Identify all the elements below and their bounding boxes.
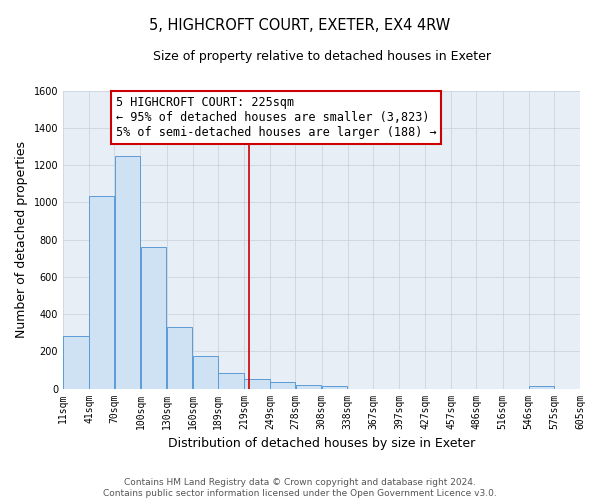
Bar: [193, 356, 218, 388]
Bar: [167, 327, 193, 388]
Bar: [141, 247, 166, 388]
X-axis label: Distribution of detached houses by size in Exeter: Distribution of detached houses by size …: [168, 437, 475, 450]
Bar: [63, 336, 89, 388]
Title: Size of property relative to detached houses in Exeter: Size of property relative to detached ho…: [152, 50, 491, 63]
Text: 5 HIGHCROFT COURT: 225sqm
← 95% of detached houses are smaller (3,823)
5% of sem: 5 HIGHCROFT COURT: 225sqm ← 95% of detac…: [116, 96, 437, 139]
Bar: [115, 156, 140, 388]
Bar: [244, 379, 270, 388]
Bar: [322, 386, 347, 388]
Bar: [271, 382, 295, 388]
Bar: [529, 386, 554, 388]
Y-axis label: Number of detached properties: Number of detached properties: [15, 141, 28, 338]
Text: Contains HM Land Registry data © Crown copyright and database right 2024.
Contai: Contains HM Land Registry data © Crown c…: [103, 478, 497, 498]
Text: 5, HIGHCROFT COURT, EXETER, EX4 4RW: 5, HIGHCROFT COURT, EXETER, EX4 4RW: [149, 18, 451, 32]
Bar: [89, 196, 114, 388]
Bar: [218, 372, 244, 388]
Bar: [296, 385, 322, 388]
